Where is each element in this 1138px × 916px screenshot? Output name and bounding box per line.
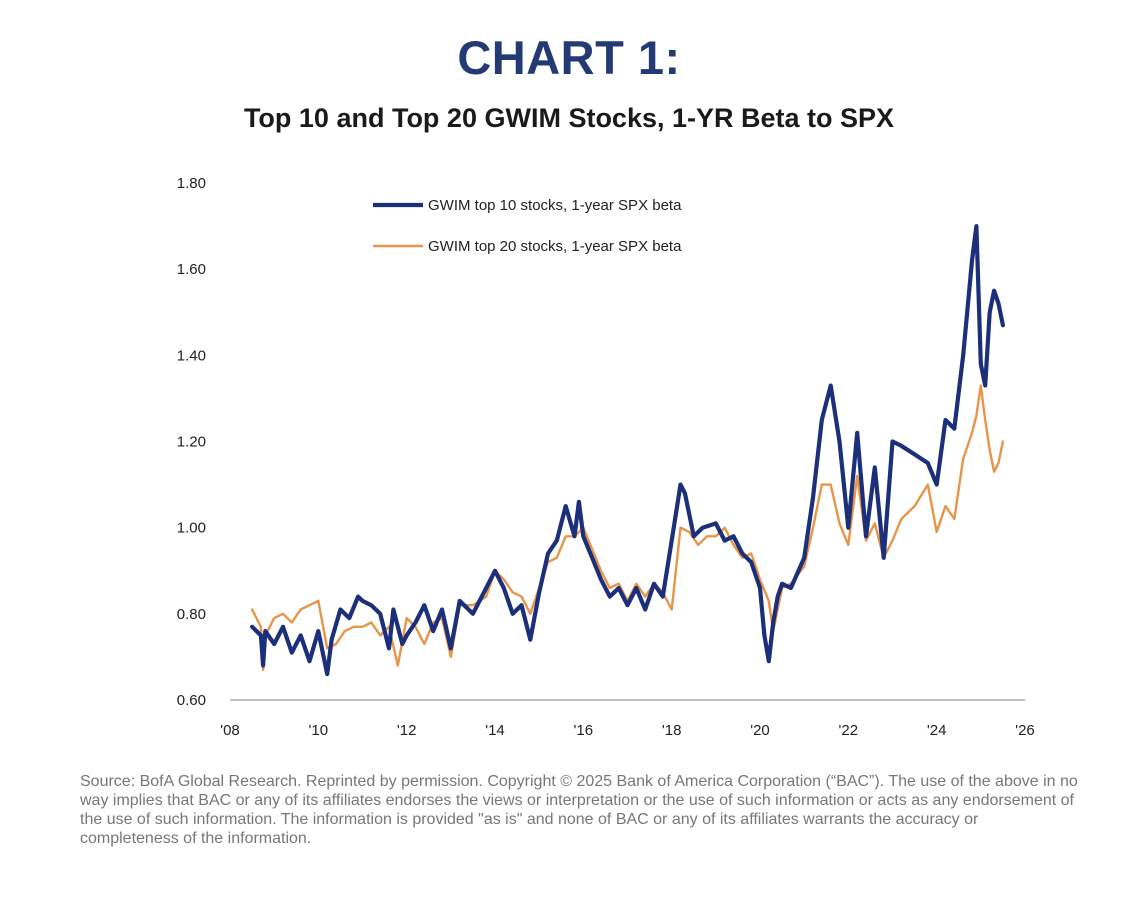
y-tick-label: 1.60 <box>177 261 206 278</box>
legend: GWIM top 10 stocks, 1-year SPX beta GWIM … <box>373 197 682 255</box>
series-line-top-20 <box>250 384 1005 671</box>
line-chart: 0.60 0.80 1.00 1.20 1.40 1.60 1.80 '08 '10 '12 '1… <box>177 175 1035 739</box>
x-tick-label: '20 <box>750 722 770 739</box>
chart-label: CHART 1: <box>457 31 681 84</box>
y-tick-label: 1.40 <box>177 347 206 364</box>
chart-title: Top 10 and Top 20 GWIM Stocks, 1-YR Beta… <box>243 103 895 133</box>
y-axis-ticks: 0.60 0.80 1.00 1.20 1.40 1.60 1.80 <box>177 175 206 709</box>
x-tick-label: '08 <box>220 722 240 739</box>
x-tick-label: '12 <box>397 722 417 739</box>
y-tick-label: 1.20 <box>177 434 206 451</box>
x-tick-label: '26 <box>1015 722 1035 739</box>
series-line-top-10 <box>250 224 1006 677</box>
x-tick-label: '24 <box>927 722 947 739</box>
legend-label-top-10: GWIM top 10 stocks, 1-year SPX beta <box>428 197 682 214</box>
x-tick-label: '14 <box>485 722 505 739</box>
source-note: Source: BofA Global Research. Reprinted … <box>80 773 1078 847</box>
x-tick-label: '18 <box>662 722 682 739</box>
legend-label-top-20: GWIM top 20 stocks, 1-year SPX beta <box>428 238 682 255</box>
y-tick-label: 0.60 <box>177 692 206 709</box>
y-tick-label: 1.80 <box>177 175 206 192</box>
x-tick-label: '22 <box>839 722 859 739</box>
y-tick-label: 1.00 <box>177 520 206 537</box>
y-tick-label: 0.80 <box>177 606 206 623</box>
series-lines <box>250 224 1006 677</box>
x-tick-label: '10 <box>309 722 329 739</box>
x-tick-label: '16 <box>574 722 594 739</box>
x-axis-ticks: '08 '10 '12 '14 '16 '18 '20 '22 '24 '26 <box>220 722 1035 739</box>
